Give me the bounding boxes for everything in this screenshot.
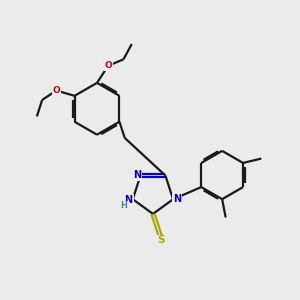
Text: O: O — [104, 61, 112, 70]
Text: H: H — [121, 201, 128, 210]
Text: N: N — [133, 170, 141, 180]
Text: O: O — [52, 86, 60, 95]
Text: S: S — [158, 236, 165, 245]
Text: N: N — [173, 194, 181, 204]
Text: N: N — [124, 195, 133, 205]
